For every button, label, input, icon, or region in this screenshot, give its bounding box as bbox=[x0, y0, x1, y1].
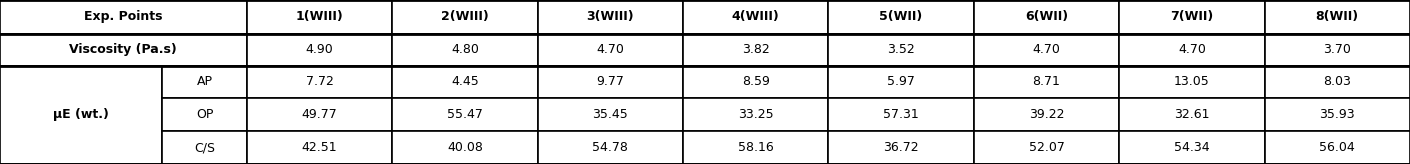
Bar bbox=[162, 131, 247, 164]
Text: 4(WIII): 4(WIII) bbox=[732, 10, 780, 23]
Bar bbox=[1265, 131, 1410, 164]
Text: 5(WII): 5(WII) bbox=[880, 10, 922, 23]
Text: 52.07: 52.07 bbox=[1028, 141, 1065, 154]
Bar bbox=[537, 131, 682, 164]
Bar bbox=[828, 0, 974, 34]
Text: 33.25: 33.25 bbox=[737, 108, 774, 121]
Bar bbox=[682, 0, 828, 34]
Text: 56.04: 56.04 bbox=[1320, 141, 1355, 154]
Bar bbox=[828, 34, 974, 66]
Bar bbox=[1120, 131, 1265, 164]
Text: 1(WIII): 1(WIII) bbox=[296, 10, 343, 23]
Text: 7.72: 7.72 bbox=[306, 75, 333, 89]
Bar bbox=[974, 34, 1120, 66]
Text: 4.70: 4.70 bbox=[596, 43, 625, 56]
Text: μE (wt.): μE (wt.) bbox=[54, 108, 109, 121]
Bar bbox=[682, 98, 828, 131]
Text: 8.71: 8.71 bbox=[1032, 75, 1060, 89]
Bar bbox=[392, 66, 537, 98]
Text: 13.05: 13.05 bbox=[1175, 75, 1210, 89]
Bar bbox=[974, 98, 1120, 131]
Text: OP: OP bbox=[196, 108, 213, 121]
Text: 4.70: 4.70 bbox=[1032, 43, 1060, 56]
Bar bbox=[162, 98, 247, 131]
Bar bbox=[1120, 66, 1265, 98]
Bar bbox=[392, 98, 537, 131]
Text: 39.22: 39.22 bbox=[1029, 108, 1065, 121]
Bar bbox=[1265, 98, 1410, 131]
Bar bbox=[828, 66, 974, 98]
Bar bbox=[247, 66, 392, 98]
Text: 54.78: 54.78 bbox=[592, 141, 629, 154]
Bar bbox=[392, 34, 537, 66]
Bar bbox=[828, 131, 974, 164]
Bar bbox=[974, 66, 1120, 98]
Text: Viscosity (Pa.s): Viscosity (Pa.s) bbox=[69, 43, 178, 56]
Text: 35.93: 35.93 bbox=[1320, 108, 1355, 121]
Bar bbox=[682, 66, 828, 98]
Text: Exp. Points: Exp. Points bbox=[85, 10, 162, 23]
Bar bbox=[0, 66, 162, 164]
Text: 54.34: 54.34 bbox=[1175, 141, 1210, 154]
Bar bbox=[162, 66, 247, 98]
Text: 2(WIII): 2(WIII) bbox=[441, 10, 489, 23]
Bar bbox=[1265, 0, 1410, 34]
Bar bbox=[247, 34, 392, 66]
Text: 4.80: 4.80 bbox=[451, 43, 479, 56]
Text: 42.51: 42.51 bbox=[302, 141, 337, 154]
Text: 9.77: 9.77 bbox=[596, 75, 625, 89]
Text: C/S: C/S bbox=[195, 141, 214, 154]
Text: 3.52: 3.52 bbox=[887, 43, 915, 56]
Text: 4.90: 4.90 bbox=[306, 43, 333, 56]
Text: 58.16: 58.16 bbox=[737, 141, 774, 154]
Text: 36.72: 36.72 bbox=[883, 141, 919, 154]
Bar bbox=[828, 98, 974, 131]
Bar bbox=[537, 0, 682, 34]
Text: 49.77: 49.77 bbox=[302, 108, 337, 121]
Text: 8(WII): 8(WII) bbox=[1316, 10, 1359, 23]
Bar bbox=[537, 34, 682, 66]
Bar bbox=[682, 34, 828, 66]
Text: 3.82: 3.82 bbox=[742, 43, 770, 56]
Text: 8.59: 8.59 bbox=[742, 75, 770, 89]
Text: 4.70: 4.70 bbox=[1177, 43, 1206, 56]
Text: AP: AP bbox=[196, 75, 213, 89]
Bar bbox=[0, 34, 247, 66]
Bar bbox=[247, 0, 392, 34]
Bar bbox=[1120, 34, 1265, 66]
Bar bbox=[392, 0, 537, 34]
Bar bbox=[537, 66, 682, 98]
Bar bbox=[1265, 34, 1410, 66]
Bar bbox=[1120, 98, 1265, 131]
Bar bbox=[974, 131, 1120, 164]
Bar bbox=[247, 98, 392, 131]
Text: 8.03: 8.03 bbox=[1324, 75, 1351, 89]
Bar bbox=[1265, 66, 1410, 98]
Bar bbox=[247, 131, 392, 164]
Text: 7(WII): 7(WII) bbox=[1170, 10, 1214, 23]
Bar bbox=[1120, 0, 1265, 34]
Text: 6(WII): 6(WII) bbox=[1025, 10, 1067, 23]
Bar bbox=[392, 131, 537, 164]
Text: 4.45: 4.45 bbox=[451, 75, 479, 89]
Text: 3.70: 3.70 bbox=[1324, 43, 1351, 56]
Text: 40.08: 40.08 bbox=[447, 141, 482, 154]
Bar bbox=[537, 98, 682, 131]
Text: 57.31: 57.31 bbox=[883, 108, 919, 121]
Bar bbox=[682, 131, 828, 164]
Text: 32.61: 32.61 bbox=[1175, 108, 1210, 121]
Text: 55.47: 55.47 bbox=[447, 108, 482, 121]
Text: 35.45: 35.45 bbox=[592, 108, 627, 121]
Text: 3(WIII): 3(WIII) bbox=[587, 10, 634, 23]
Bar bbox=[974, 0, 1120, 34]
Text: 5.97: 5.97 bbox=[887, 75, 915, 89]
Bar bbox=[0, 0, 247, 34]
